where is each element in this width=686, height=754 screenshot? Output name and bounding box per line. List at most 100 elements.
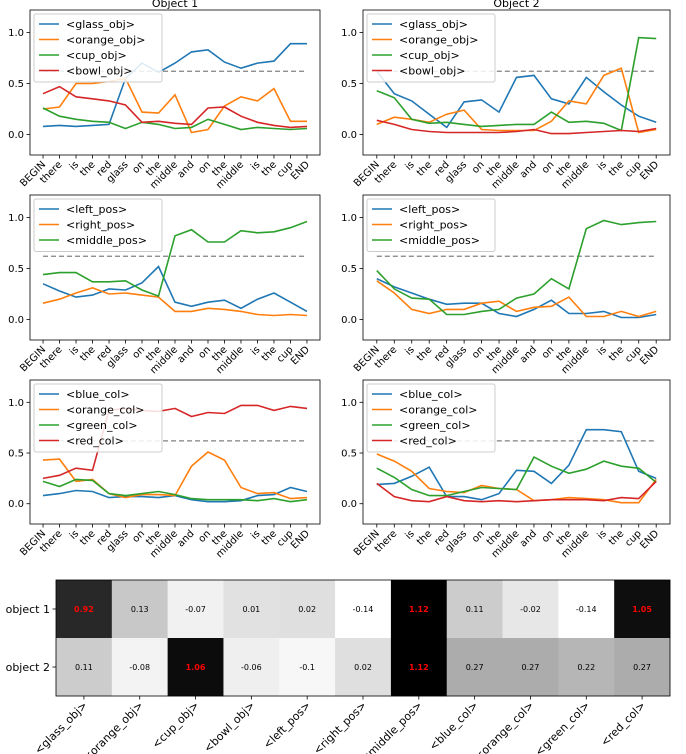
cell-label: 1.05 xyxy=(632,605,652,614)
chart-title: Object 2 xyxy=(493,0,539,10)
legend-label: <cup_obj> xyxy=(66,49,127,62)
y-tick-label: 0.0 xyxy=(341,315,357,326)
x-tick-label: and xyxy=(518,159,539,180)
x-tick-label: on xyxy=(197,344,214,361)
x-tick-label: on xyxy=(197,159,214,176)
x-tick-label: the xyxy=(78,528,97,547)
legend-label: <red_col> xyxy=(66,435,124,448)
x-tick-label: the xyxy=(607,528,626,547)
x-tick-label: the xyxy=(260,528,279,547)
y-tick-label: 0.5 xyxy=(341,79,357,90)
cell-label: 1.12 xyxy=(409,605,429,614)
plot-frame xyxy=(362,9,671,156)
column-label: <red_col> xyxy=(598,699,648,749)
x-tick-label: and xyxy=(176,344,197,365)
heat-cell xyxy=(111,580,168,639)
cell-label: -0.02 xyxy=(520,605,541,614)
legend-label: <middle_pos> xyxy=(399,234,480,247)
heat-cell xyxy=(335,638,392,697)
legend-label: <green_col> xyxy=(66,419,138,432)
heat-cell xyxy=(279,638,336,697)
series-line xyxy=(376,453,657,504)
column-label: <orange_col> xyxy=(472,699,537,754)
column-label: <bowl_obj> xyxy=(201,699,257,754)
heat-cell xyxy=(558,580,615,639)
heat-cell xyxy=(558,638,615,697)
cell-label: -0.14 xyxy=(353,605,374,614)
column-label: <blue_col> xyxy=(427,699,481,753)
heat-cell xyxy=(390,580,448,639)
x-tick-label: on xyxy=(131,159,148,176)
heat-cell xyxy=(446,580,503,639)
legend-label: <red_col> xyxy=(399,435,457,448)
heat-cell xyxy=(111,638,168,697)
x-tick-label: END xyxy=(289,528,312,551)
cell-label: 0.27 xyxy=(522,663,540,672)
heat-cell xyxy=(614,580,671,639)
cell-label: -0.1 xyxy=(299,663,315,672)
cell-label: 0.11 xyxy=(75,663,93,672)
series-line xyxy=(376,280,657,318)
series-line xyxy=(42,85,308,129)
series-line xyxy=(42,220,308,298)
plot-frame xyxy=(29,9,321,156)
chart-title: Object 1 xyxy=(152,0,198,10)
cell-label: -0.14 xyxy=(576,605,597,614)
heat-cell xyxy=(335,580,392,639)
column-label: <right_pos> xyxy=(311,699,369,754)
legend-box xyxy=(366,383,496,453)
column-label: <green_col> xyxy=(533,699,593,754)
heat-cell xyxy=(56,638,113,697)
cell-label: -0.07 xyxy=(185,605,206,614)
legend-label: <orange_obj> xyxy=(66,34,145,47)
x-tick-label: the xyxy=(78,159,97,178)
y-tick-label: 0.5 xyxy=(341,264,357,275)
legend-label: <middle_pos> xyxy=(66,234,147,247)
series-line xyxy=(42,42,307,128)
y-tick-label: 0.0 xyxy=(341,130,357,141)
heat-cell xyxy=(167,638,224,697)
x-tick-label: on xyxy=(470,528,487,545)
y-tick-label: 1.0 xyxy=(341,398,357,409)
column-label: <left_pos> xyxy=(261,699,313,751)
cell-label: 0.27 xyxy=(633,663,651,672)
cell-label: 1.06 xyxy=(186,663,206,672)
cell-label: 0.92 xyxy=(74,605,94,614)
legend-label: <orange_col> xyxy=(66,404,144,417)
y-tick-label: 0.5 xyxy=(8,449,24,460)
heat-cell xyxy=(502,638,559,697)
x-tick-label: the xyxy=(260,159,279,178)
x-tick-label: on xyxy=(540,159,557,176)
x-tick-label: on xyxy=(470,159,487,176)
x-tick-label: the xyxy=(607,344,626,363)
legend-box xyxy=(33,13,163,83)
y-tick-label: 1.0 xyxy=(8,213,24,224)
legend-label: <bowl_obj> xyxy=(66,65,132,78)
plot-frame xyxy=(29,194,321,341)
x-tick-label: on xyxy=(470,344,487,361)
x-tick-label: and xyxy=(176,528,197,549)
x-tick-label: the xyxy=(415,344,434,363)
heat-cell xyxy=(614,638,671,697)
heat-cell xyxy=(223,580,280,639)
x-tick-label: the xyxy=(415,159,434,178)
x-tick-label: the xyxy=(415,528,434,547)
series-line xyxy=(376,428,657,501)
y-tick-label: 0.0 xyxy=(341,499,357,510)
x-tick-label: END xyxy=(638,159,661,182)
x-tick-label: on xyxy=(540,344,557,361)
cell-label: 0.11 xyxy=(466,605,484,614)
x-tick-label: the xyxy=(607,159,626,178)
heat-cell xyxy=(167,580,224,639)
series-line xyxy=(42,107,308,131)
heat-cell xyxy=(223,638,280,697)
y-tick-label: 1.0 xyxy=(341,28,357,39)
row-label: object 1 xyxy=(6,603,50,616)
cell-label: -0.08 xyxy=(129,663,150,672)
cell-label: 0.01 xyxy=(242,605,260,614)
x-tick-label: on xyxy=(131,528,148,545)
legend-label: <left_pos> xyxy=(66,203,127,216)
series-line xyxy=(42,404,308,480)
x-tick-label: END xyxy=(289,159,312,182)
x-tick-label: END xyxy=(638,344,661,367)
